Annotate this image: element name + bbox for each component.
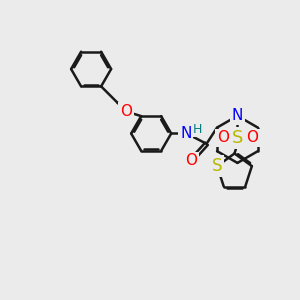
Text: O: O: [246, 130, 258, 146]
Text: N: N: [232, 108, 243, 123]
Text: S: S: [212, 157, 222, 175]
Text: O: O: [217, 130, 229, 146]
Text: S: S: [232, 129, 243, 147]
Text: N: N: [180, 126, 192, 141]
Text: H: H: [192, 123, 202, 136]
Text: O: O: [185, 153, 197, 168]
Text: O: O: [120, 104, 132, 119]
